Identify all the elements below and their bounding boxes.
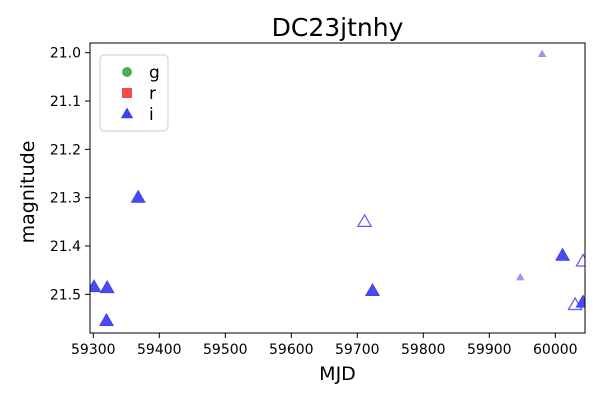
x-tick-label: 59300 xyxy=(71,342,116,358)
data-point-i xyxy=(90,279,102,293)
legend-label-g: g xyxy=(149,63,160,83)
legend-label-i: i xyxy=(149,105,154,125)
data-point-i xyxy=(575,294,585,308)
x-tick-label: 59800 xyxy=(401,342,446,358)
legend: gri xyxy=(99,54,169,132)
data-point-i xyxy=(99,280,115,294)
x-tick-label: 59600 xyxy=(269,342,314,358)
y-tick-label: 21.4 xyxy=(50,239,81,255)
legend-marker-i xyxy=(120,107,134,119)
legend-label-r: r xyxy=(149,84,156,104)
data-point-i xyxy=(537,49,547,58)
x-tick-label: 59900 xyxy=(467,342,512,358)
data-point-i xyxy=(575,253,585,267)
x-tick-label: 59400 xyxy=(137,342,182,358)
data-point-i xyxy=(130,189,146,203)
data-point-i xyxy=(555,247,571,261)
y-tick-label: 21.1 xyxy=(50,94,81,110)
legend-box xyxy=(99,54,169,132)
data-point-i xyxy=(356,213,373,227)
chart-title: DC23jtnhy xyxy=(272,13,404,42)
legend-marker-r xyxy=(122,88,132,98)
y-tick-label: 21.3 xyxy=(50,191,81,207)
x-tick-label: 59700 xyxy=(335,342,380,358)
x-tick-label: 60000 xyxy=(533,342,578,358)
y-tick-label: 21.5 xyxy=(50,287,81,303)
x-tick-label: 59500 xyxy=(203,342,248,358)
plot-frame xyxy=(89,42,586,334)
data-point-i xyxy=(364,282,380,296)
legend-marker-g xyxy=(122,67,132,77)
y-tick-label: 21.0 xyxy=(50,46,81,62)
data-point-i xyxy=(516,272,525,281)
y-tick-label: 21.2 xyxy=(50,142,81,158)
data-point-i xyxy=(98,312,115,326)
x-axis-label: MJD xyxy=(319,363,356,385)
y-axis-label: magnitude xyxy=(17,141,39,244)
